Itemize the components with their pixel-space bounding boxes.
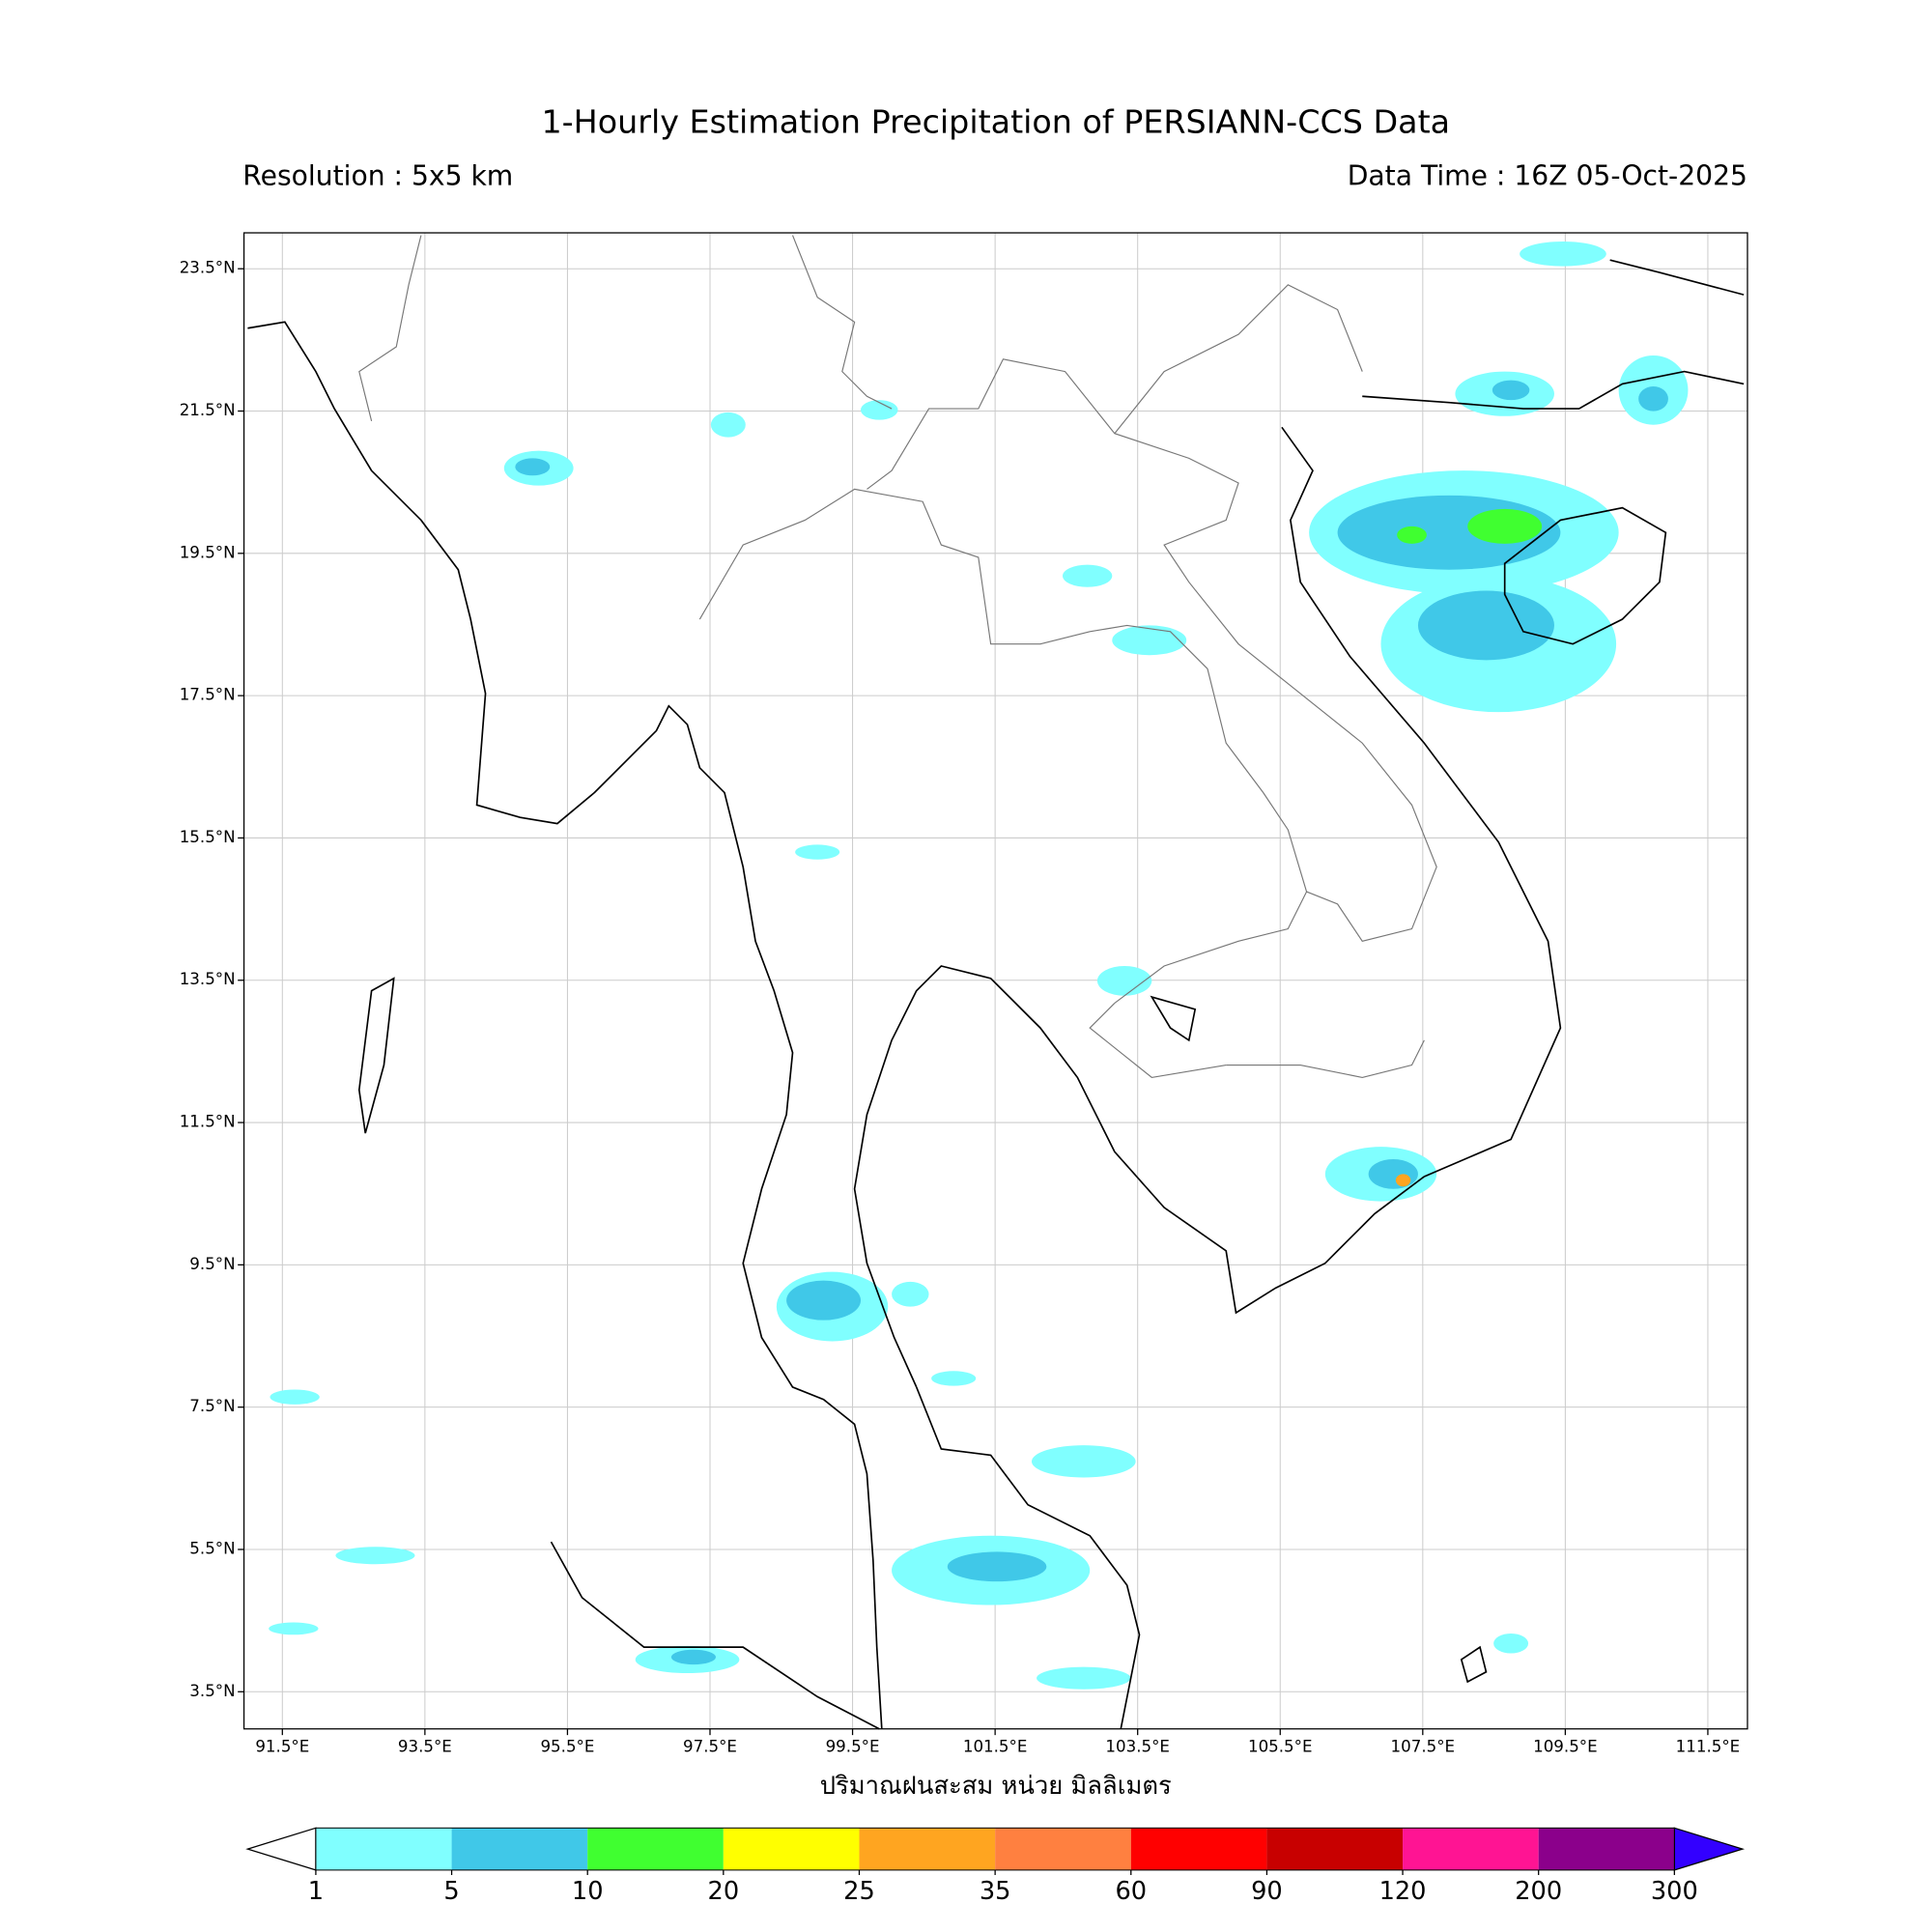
lon-tick-label: 105.5°E xyxy=(1248,1737,1313,1755)
colorbar-label: 90 xyxy=(1251,1877,1283,1906)
colorbar-label: 1 xyxy=(308,1877,324,1906)
colorbar: 1 5 10 20 25 35 60 90 120 200 300 xyxy=(245,1827,1746,1906)
colorbar-label: 300 xyxy=(1651,1877,1698,1906)
colorbar-segment xyxy=(315,1828,452,1870)
rain-areas xyxy=(269,242,1689,1690)
lon-tick-label: 111.5°E xyxy=(1676,1737,1741,1755)
lon-tick-label: 107.5°E xyxy=(1391,1737,1456,1755)
lat-tick-label: 21.5°N xyxy=(180,401,236,419)
colorbar-segment xyxy=(1403,1828,1539,1870)
colorbar-label: 35 xyxy=(980,1877,1011,1906)
resolution: Resolution : 5x5 km xyxy=(242,159,513,191)
grid xyxy=(243,233,1747,1729)
lat-tick-label: 17.5°N xyxy=(180,686,236,704)
colorbar-segment xyxy=(1130,1828,1267,1870)
colorbar-label: 200 xyxy=(1515,1877,1562,1906)
lon-tick-label: 103.5°E xyxy=(1105,1737,1170,1755)
colorbar-label: 120 xyxy=(1379,1877,1427,1906)
colorbar-label: 5 xyxy=(443,1877,459,1906)
lon-tick-label: 91.5°E xyxy=(255,1737,309,1755)
coastlines xyxy=(247,259,1745,1730)
colorbar-segment xyxy=(451,1828,588,1870)
lat-tick-label: 23.5°N xyxy=(180,259,236,277)
lon-tick-label: 93.5°E xyxy=(398,1737,452,1755)
title: 1-Hourly Estimation Precipitation of PER… xyxy=(541,103,1450,141)
colorbar-segment xyxy=(1538,1828,1675,1870)
colorbar-label: 10 xyxy=(572,1877,604,1906)
map-frame xyxy=(242,232,1748,1730)
lat-tick-label: 15.5°N xyxy=(180,828,236,846)
colorbar-over xyxy=(1673,1827,1746,1871)
lat-tick-label: 3.5°N xyxy=(189,1682,235,1700)
lat-tick-label: 19.5°N xyxy=(180,543,236,561)
colorbar-segment xyxy=(859,1828,996,1870)
colorbar-segment xyxy=(723,1828,860,1870)
lat-tick-label: 11.5°N xyxy=(180,1113,236,1131)
lon-tick-label: 95.5°E xyxy=(540,1737,594,1755)
axis-label: ปริมาณฝนสะสม หน่วย มิลลิเมตร xyxy=(820,1772,1172,1801)
lon-tick-label: 101.5°E xyxy=(963,1737,1028,1755)
lat-tick-label: 13.5°N xyxy=(180,970,236,988)
colorbar-label: 20 xyxy=(708,1877,740,1906)
lon-tick-label: 109.5°E xyxy=(1533,1737,1598,1755)
lon-tick-label: 97.5°E xyxy=(683,1737,737,1755)
colorbar-segment xyxy=(1266,1828,1404,1870)
colorbar-under xyxy=(245,1827,317,1871)
lat-tick-label: 7.5°N xyxy=(189,1397,235,1415)
data-time: Data Time : 16Z 05-Oct-2025 xyxy=(1348,159,1747,191)
colorbar-segment xyxy=(995,1828,1131,1870)
colorbar-label: 25 xyxy=(843,1877,875,1906)
ticks: 23.5°N 21.5°N 19.5°N 17.5°N 15.5°N 13.5°N 11.5… xyxy=(180,259,1741,1756)
colorbar-segment xyxy=(587,1828,724,1870)
lat-tick-label: 5.5°N xyxy=(189,1539,235,1557)
colorbar-label: 60 xyxy=(1115,1877,1147,1906)
borders xyxy=(358,235,1437,1078)
lon-tick-label: 99.5°E xyxy=(826,1737,880,1755)
lat-tick-label: 9.5°N xyxy=(189,1255,235,1273)
